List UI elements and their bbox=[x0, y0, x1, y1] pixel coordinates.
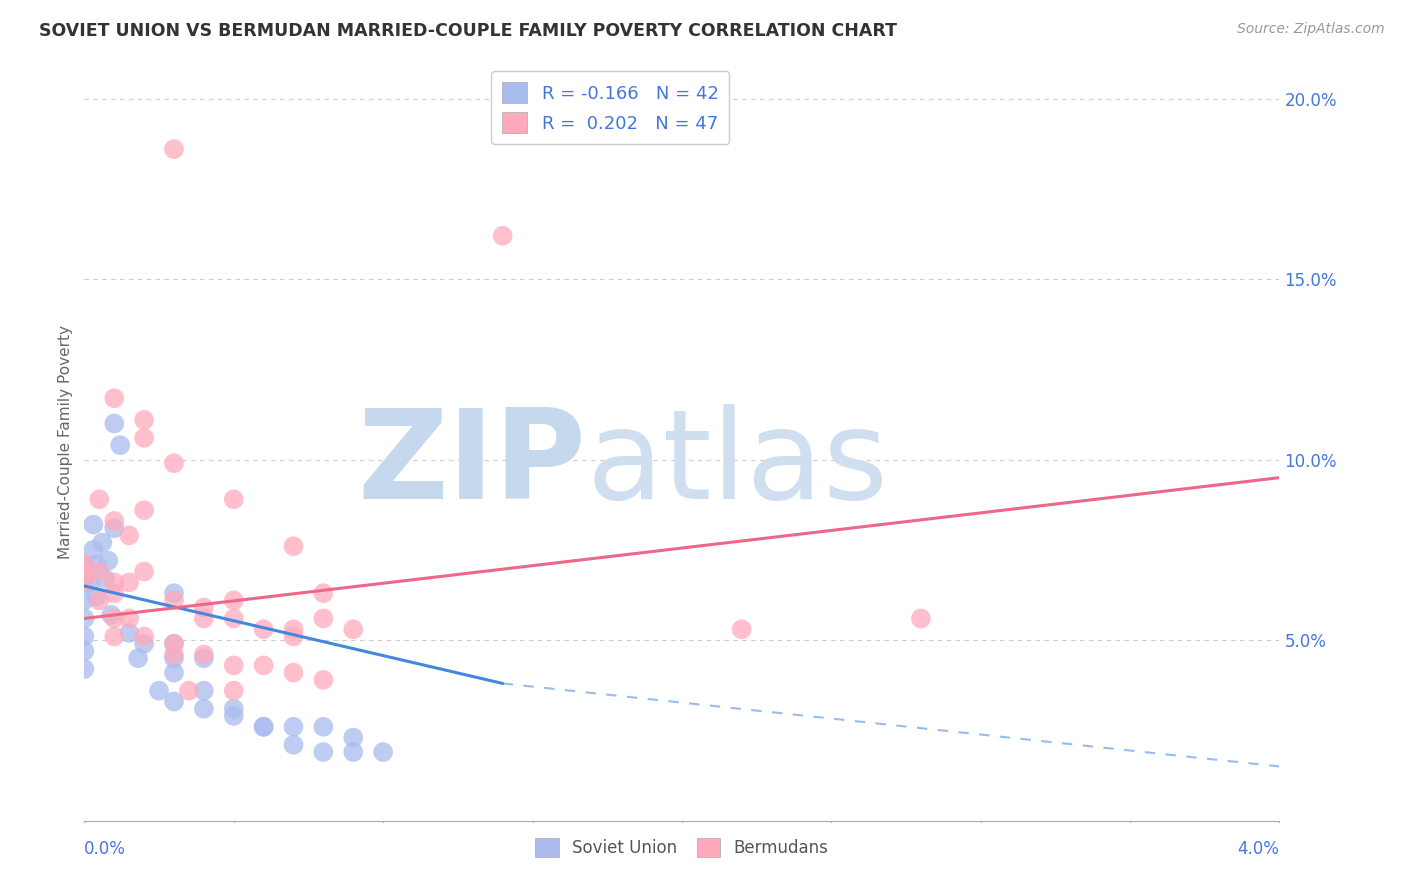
Point bbox=[103, 575, 125, 590]
Point bbox=[79, 575, 101, 590]
Point bbox=[731, 622, 754, 636]
Point bbox=[89, 492, 111, 507]
Point bbox=[193, 600, 215, 615]
Legend: Soviet Union, Bermudans: Soviet Union, Bermudans bbox=[527, 830, 837, 865]
Point bbox=[177, 683, 200, 698]
Point bbox=[73, 630, 96, 644]
Text: SOVIET UNION VS BERMUDAN MARRIED-COUPLE FAMILY POVERTY CORRELATION CHART: SOVIET UNION VS BERMUDAN MARRIED-COUPLE … bbox=[39, 22, 897, 40]
Point bbox=[89, 593, 111, 607]
Point bbox=[118, 611, 141, 625]
Point bbox=[312, 586, 335, 600]
Point bbox=[118, 626, 141, 640]
Point bbox=[163, 637, 186, 651]
Point bbox=[73, 611, 96, 625]
Point bbox=[253, 658, 276, 673]
Text: 4.0%: 4.0% bbox=[1237, 839, 1279, 857]
Point bbox=[283, 539, 305, 553]
Point bbox=[163, 694, 186, 708]
Point bbox=[86, 558, 108, 572]
Point bbox=[132, 413, 156, 427]
Point bbox=[253, 720, 276, 734]
Point bbox=[82, 517, 104, 532]
Y-axis label: Married-Couple Family Poverty: Married-Couple Family Poverty bbox=[58, 325, 73, 558]
Point bbox=[222, 658, 245, 673]
Point bbox=[283, 738, 305, 752]
Point bbox=[73, 565, 96, 579]
Point bbox=[132, 637, 156, 651]
Point bbox=[163, 586, 186, 600]
Point bbox=[89, 565, 111, 579]
Point bbox=[163, 593, 186, 607]
Point bbox=[193, 651, 215, 665]
Point bbox=[132, 503, 156, 517]
Point bbox=[103, 630, 125, 644]
Point bbox=[103, 391, 125, 405]
Point bbox=[312, 720, 335, 734]
Point bbox=[148, 683, 170, 698]
Point bbox=[342, 731, 364, 745]
Point bbox=[100, 607, 122, 622]
Point bbox=[253, 622, 276, 636]
Point bbox=[94, 572, 117, 586]
Point bbox=[222, 492, 245, 507]
Point bbox=[253, 720, 276, 734]
Point bbox=[73, 558, 96, 572]
Point bbox=[283, 720, 305, 734]
Point bbox=[222, 683, 245, 698]
Point bbox=[342, 622, 364, 636]
Point bbox=[86, 590, 108, 604]
Point bbox=[222, 611, 245, 625]
Point bbox=[73, 558, 96, 572]
Point bbox=[132, 431, 156, 445]
Point bbox=[132, 565, 156, 579]
Point bbox=[97, 554, 120, 568]
Point bbox=[73, 644, 96, 658]
Point bbox=[73, 662, 96, 676]
Point bbox=[163, 142, 186, 156]
Point bbox=[163, 637, 186, 651]
Point bbox=[193, 648, 215, 662]
Point bbox=[103, 521, 125, 535]
Text: atlas: atlas bbox=[586, 404, 889, 524]
Point bbox=[132, 630, 156, 644]
Point bbox=[118, 575, 141, 590]
Point bbox=[103, 611, 125, 625]
Text: ZIP: ZIP bbox=[357, 404, 586, 524]
Point bbox=[82, 542, 104, 557]
Point bbox=[222, 702, 245, 716]
Point bbox=[163, 665, 186, 680]
Point bbox=[193, 611, 215, 625]
Point bbox=[73, 593, 96, 607]
Point bbox=[103, 514, 125, 528]
Point bbox=[342, 745, 364, 759]
Point bbox=[127, 651, 149, 665]
Point bbox=[222, 709, 245, 723]
Point bbox=[103, 586, 125, 600]
Point bbox=[193, 702, 215, 716]
Text: 0.0%: 0.0% bbox=[84, 839, 127, 857]
Point bbox=[163, 456, 186, 470]
Text: Source: ZipAtlas.com: Source: ZipAtlas.com bbox=[1237, 22, 1385, 37]
Point bbox=[312, 673, 335, 687]
Point bbox=[312, 611, 335, 625]
Point bbox=[283, 665, 305, 680]
Point bbox=[373, 745, 395, 759]
Point bbox=[283, 622, 305, 636]
Point bbox=[118, 528, 141, 542]
Point bbox=[163, 651, 186, 665]
Point bbox=[73, 575, 96, 590]
Point bbox=[193, 683, 215, 698]
Point bbox=[222, 593, 245, 607]
Point bbox=[110, 438, 132, 452]
Point bbox=[910, 611, 932, 625]
Point bbox=[312, 745, 335, 759]
Point bbox=[283, 630, 305, 644]
Point bbox=[163, 648, 186, 662]
Point bbox=[103, 417, 125, 431]
Point bbox=[73, 575, 96, 590]
Point bbox=[492, 228, 515, 243]
Point bbox=[91, 535, 114, 549]
